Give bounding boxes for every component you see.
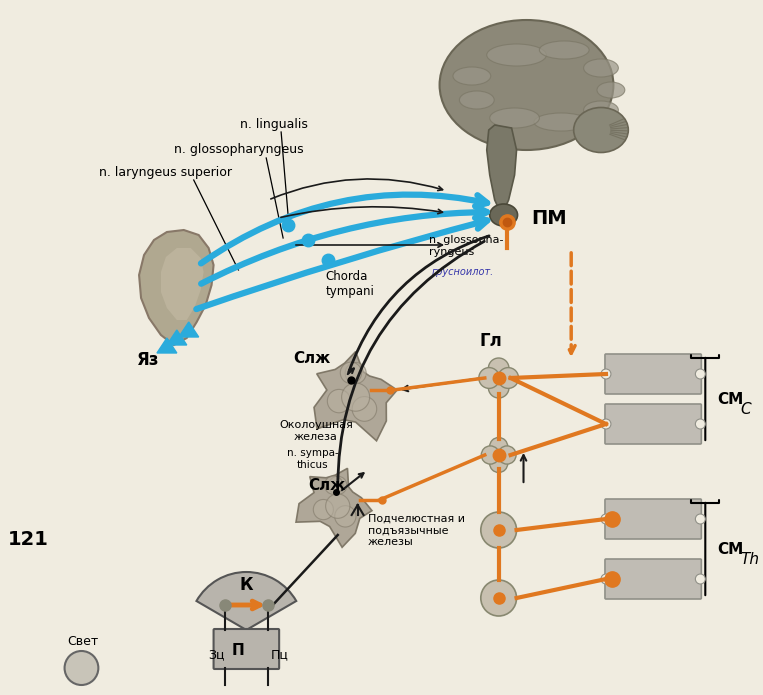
Ellipse shape	[487, 44, 546, 66]
Text: n. sympa-
thicus: n. sympa- thicus	[287, 448, 339, 470]
Circle shape	[65, 651, 98, 685]
Circle shape	[601, 369, 611, 379]
Text: n. glossopha-
ryngeus: n. glossopha- ryngeus	[429, 236, 504, 257]
Text: Пц: Пц	[271, 648, 289, 661]
Circle shape	[314, 500, 333, 520]
Circle shape	[327, 389, 350, 413]
FancyBboxPatch shape	[605, 559, 701, 599]
Text: Th: Th	[740, 552, 759, 566]
Ellipse shape	[574, 108, 628, 152]
Text: n. lingualis: n. lingualis	[240, 118, 308, 131]
Circle shape	[335, 506, 356, 527]
Text: Слж: Слж	[308, 478, 345, 493]
Circle shape	[488, 377, 509, 398]
Ellipse shape	[539, 41, 589, 59]
Circle shape	[498, 446, 516, 464]
Text: C: C	[740, 402, 751, 416]
Ellipse shape	[534, 113, 588, 131]
Polygon shape	[314, 352, 397, 441]
Ellipse shape	[439, 20, 613, 150]
Circle shape	[490, 455, 507, 473]
Text: 121: 121	[8, 530, 49, 549]
Circle shape	[481, 580, 517, 616]
Text: СМ: СМ	[717, 391, 743, 407]
Polygon shape	[139, 230, 214, 345]
Polygon shape	[161, 248, 204, 320]
Ellipse shape	[490, 204, 517, 226]
Text: Слж: Слж	[293, 351, 330, 366]
Polygon shape	[167, 330, 187, 345]
FancyBboxPatch shape	[605, 499, 701, 539]
Circle shape	[326, 494, 350, 518]
Circle shape	[601, 574, 611, 584]
Circle shape	[329, 476, 347, 495]
Polygon shape	[157, 338, 177, 353]
Polygon shape	[296, 468, 372, 547]
Circle shape	[481, 446, 499, 464]
Circle shape	[479, 368, 500, 389]
Circle shape	[324, 476, 343, 494]
Ellipse shape	[459, 91, 494, 109]
Circle shape	[695, 369, 705, 379]
Text: Зц: Зц	[208, 648, 225, 661]
Text: Околоушная
железа: Околоушная железа	[279, 420, 353, 442]
Text: Chorda
tympani: Chorda tympani	[326, 270, 375, 298]
Circle shape	[481, 512, 517, 548]
Ellipse shape	[597, 82, 625, 98]
Polygon shape	[179, 322, 198, 337]
Circle shape	[488, 358, 509, 379]
Circle shape	[601, 514, 611, 524]
Circle shape	[340, 362, 362, 384]
Text: n. glossopharyngeus: n. glossopharyngeus	[174, 143, 304, 156]
Circle shape	[695, 514, 705, 524]
FancyBboxPatch shape	[214, 629, 279, 669]
FancyBboxPatch shape	[605, 354, 701, 394]
Text: Свет: Свет	[68, 635, 98, 648]
Text: n. laryngeus superior: n. laryngeus superior	[99, 166, 233, 179]
Text: Гл: Гл	[479, 332, 502, 350]
Text: П: П	[232, 643, 245, 658]
Text: СМ: СМ	[717, 541, 743, 557]
Text: К: К	[240, 576, 253, 594]
Ellipse shape	[584, 101, 618, 119]
Ellipse shape	[490, 108, 539, 128]
FancyBboxPatch shape	[605, 404, 701, 444]
Circle shape	[342, 383, 369, 411]
Circle shape	[353, 397, 377, 421]
Circle shape	[490, 437, 507, 456]
Circle shape	[695, 574, 705, 584]
Circle shape	[345, 363, 366, 384]
Text: ПМ: ПМ	[532, 208, 567, 227]
Circle shape	[498, 368, 519, 389]
Circle shape	[695, 419, 705, 429]
Circle shape	[601, 419, 611, 429]
Ellipse shape	[584, 59, 618, 77]
Text: Подчелюстная и
подъязычные
железы: Подчелюстная и подъязычные железы	[368, 514, 465, 547]
Text: Яз: Яз	[137, 351, 159, 369]
Wedge shape	[196, 572, 296, 630]
Ellipse shape	[453, 67, 491, 85]
Polygon shape	[487, 125, 517, 215]
Text: грусноилот.: грусноилот.	[432, 267, 494, 277]
